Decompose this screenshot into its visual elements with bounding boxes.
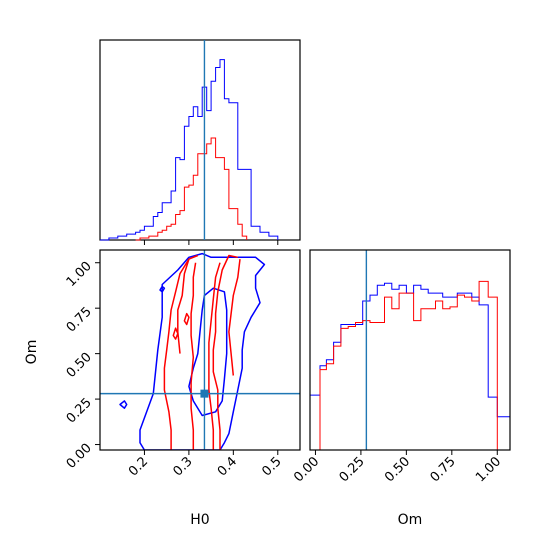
contour-red-6 bbox=[190, 262, 197, 450]
h0-histogram-blue-series bbox=[100, 59, 279, 241]
om-histogram-blue-series bbox=[309, 282, 511, 450]
om-x-tick-label: 0.75 bbox=[428, 454, 459, 485]
h0-x-tick-label: 0.2 bbox=[126, 454, 151, 479]
om-x-tick-label: 1.00 bbox=[473, 454, 504, 485]
om-y-tick-label: 0.00 bbox=[64, 441, 95, 472]
om-x-tick-label: 0.50 bbox=[382, 454, 413, 485]
h0-x-tick-label: 0.4 bbox=[215, 454, 240, 479]
h0-x-tick-label: 0.5 bbox=[259, 454, 284, 479]
h0-om-contour-panel: 0.2 0.3 0.4 0.5 0.00 0.25 0.50 0.75 1.00 H0 Om bbox=[24, 249, 301, 528]
om-x-tick-label: 0.00 bbox=[291, 454, 322, 485]
om-y-axis-label: Om bbox=[24, 340, 40, 365]
om-x-tick-label: 0.25 bbox=[337, 454, 368, 485]
h0-axis-label: H0 bbox=[190, 512, 209, 528]
om-histogram-frame bbox=[309, 249, 511, 451]
om-histogram-red-series bbox=[310, 280, 498, 451]
h0-histogram-red-series bbox=[135, 137, 248, 241]
h0-histogram-frame bbox=[99, 39, 301, 241]
contour-blue-0 bbox=[139, 252, 266, 450]
contour-red-9 bbox=[228, 259, 241, 376]
contour-blue-2 bbox=[159, 285, 166, 293]
om-x-axis-label: Om bbox=[398, 512, 423, 528]
contour-red-7 bbox=[212, 254, 238, 450]
contour-red-4 bbox=[163, 254, 199, 450]
om-y-tick-label: 0.75 bbox=[64, 304, 95, 335]
contour-red-10 bbox=[172, 327, 179, 340]
om-y-tick-label: 1.00 bbox=[64, 259, 95, 290]
om-y-tick-label: 0.25 bbox=[64, 395, 95, 426]
om-histogram-panel: 0.00 0.25 0.50 0.75 1.00 Om bbox=[291, 249, 511, 528]
contour-red-8 bbox=[208, 262, 221, 450]
h0-histogram-panel bbox=[99, 39, 301, 245]
h0-x-tick-label: 0.3 bbox=[170, 454, 195, 479]
truth-marker bbox=[200, 389, 209, 398]
contour-frame bbox=[99, 249, 301, 451]
om-y-tick-label: 0.50 bbox=[64, 350, 95, 381]
contour-red-5 bbox=[177, 258, 190, 354]
contour-blue-3 bbox=[119, 400, 128, 409]
contour-red-11 bbox=[183, 312, 190, 326]
